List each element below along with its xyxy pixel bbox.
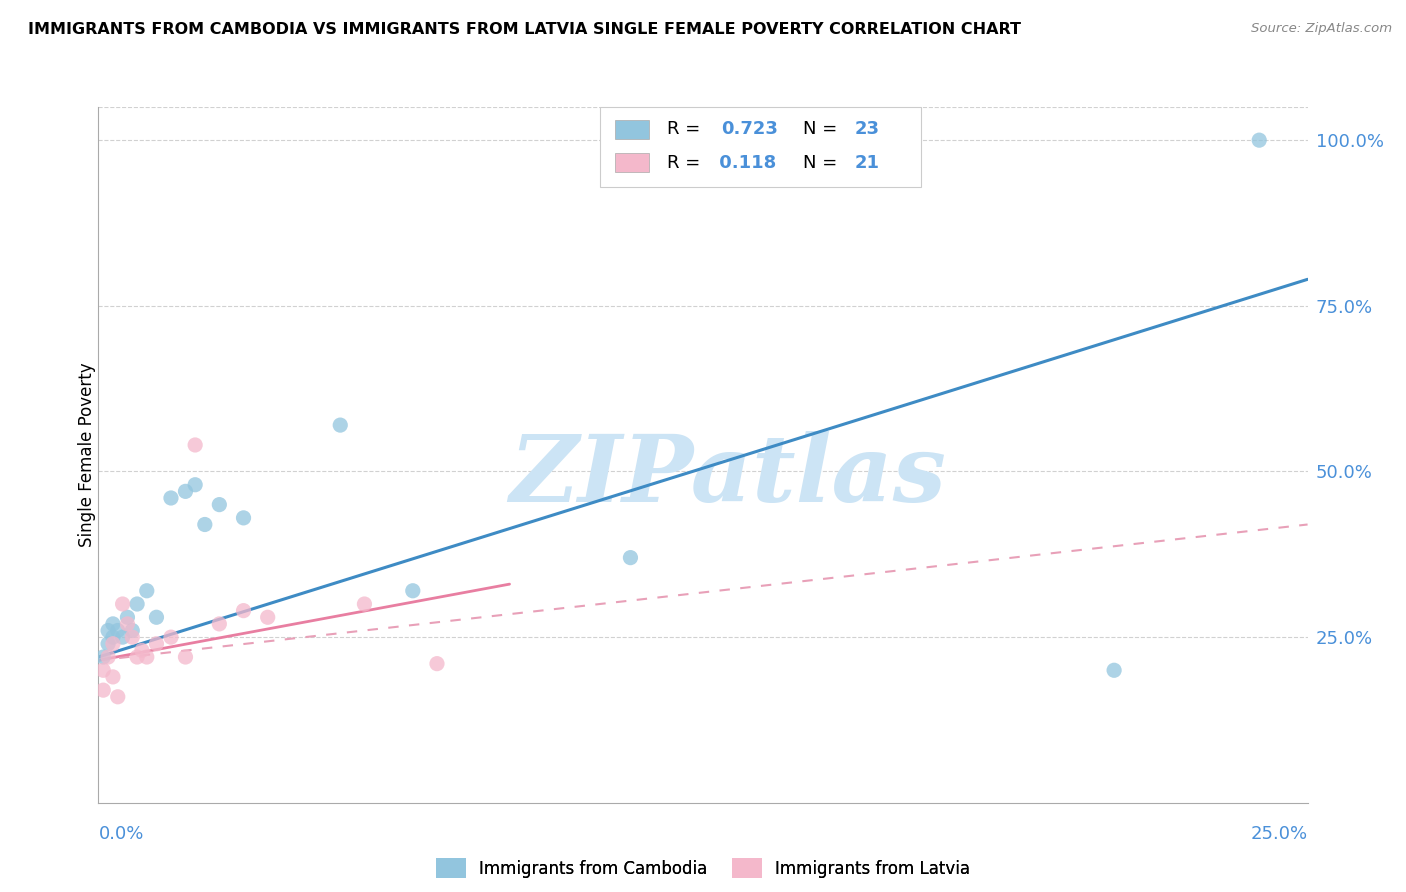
- Point: [402, 583, 425, 598]
- Point: [91, 663, 114, 677]
- FancyBboxPatch shape: [614, 120, 648, 139]
- Point: [1102, 663, 1125, 677]
- Text: R =: R =: [666, 153, 706, 171]
- Point: [101, 616, 124, 631]
- Point: [117, 610, 139, 624]
- Point: [256, 610, 278, 624]
- Point: [426, 657, 449, 671]
- Point: [619, 550, 641, 565]
- Text: 0.0%: 0.0%: [98, 825, 143, 843]
- Text: 0.118: 0.118: [713, 153, 776, 171]
- Point: [111, 597, 134, 611]
- Text: 0.723: 0.723: [721, 120, 778, 138]
- FancyBboxPatch shape: [600, 107, 921, 187]
- Point: [135, 583, 157, 598]
- Point: [174, 484, 197, 499]
- Point: [101, 630, 124, 644]
- Point: [232, 511, 254, 525]
- Point: [232, 604, 254, 618]
- Point: [174, 650, 197, 665]
- Point: [127, 597, 149, 611]
- Point: [91, 650, 114, 665]
- Text: N =: N =: [803, 120, 844, 138]
- Point: [117, 616, 139, 631]
- Point: [145, 637, 167, 651]
- Point: [1249, 133, 1271, 147]
- Point: [184, 477, 207, 491]
- Point: [135, 650, 157, 665]
- Text: ZIPatlas: ZIPatlas: [509, 431, 946, 521]
- Point: [329, 418, 352, 433]
- Point: [160, 491, 183, 505]
- Point: [121, 630, 143, 644]
- Point: [97, 624, 120, 638]
- Point: [121, 624, 143, 638]
- Text: IMMIGRANTS FROM CAMBODIA VS IMMIGRANTS FROM LATVIA SINGLE FEMALE POVERTY CORRELA: IMMIGRANTS FROM CAMBODIA VS IMMIGRANTS F…: [28, 22, 1021, 37]
- Point: [111, 630, 134, 644]
- Text: R =: R =: [666, 120, 706, 138]
- Text: 23: 23: [855, 120, 879, 138]
- Point: [127, 650, 149, 665]
- Point: [184, 438, 207, 452]
- Point: [97, 637, 120, 651]
- Point: [91, 683, 114, 698]
- Point: [131, 643, 153, 657]
- Text: 21: 21: [855, 153, 879, 171]
- FancyBboxPatch shape: [614, 153, 648, 172]
- Point: [208, 616, 231, 631]
- Point: [97, 650, 120, 665]
- Point: [107, 624, 129, 638]
- Point: [107, 690, 129, 704]
- Point: [101, 637, 124, 651]
- Text: N =: N =: [803, 153, 844, 171]
- Point: [353, 597, 375, 611]
- Y-axis label: Single Female Poverty: Single Female Poverty: [79, 363, 96, 547]
- Point: [208, 498, 231, 512]
- Legend: Immigrants from Cambodia, Immigrants from Latvia: Immigrants from Cambodia, Immigrants fro…: [429, 851, 977, 885]
- Point: [101, 670, 124, 684]
- Point: [160, 630, 183, 644]
- Point: [194, 517, 217, 532]
- Point: [145, 610, 167, 624]
- Text: Source: ZipAtlas.com: Source: ZipAtlas.com: [1251, 22, 1392, 36]
- Text: 25.0%: 25.0%: [1250, 825, 1308, 843]
